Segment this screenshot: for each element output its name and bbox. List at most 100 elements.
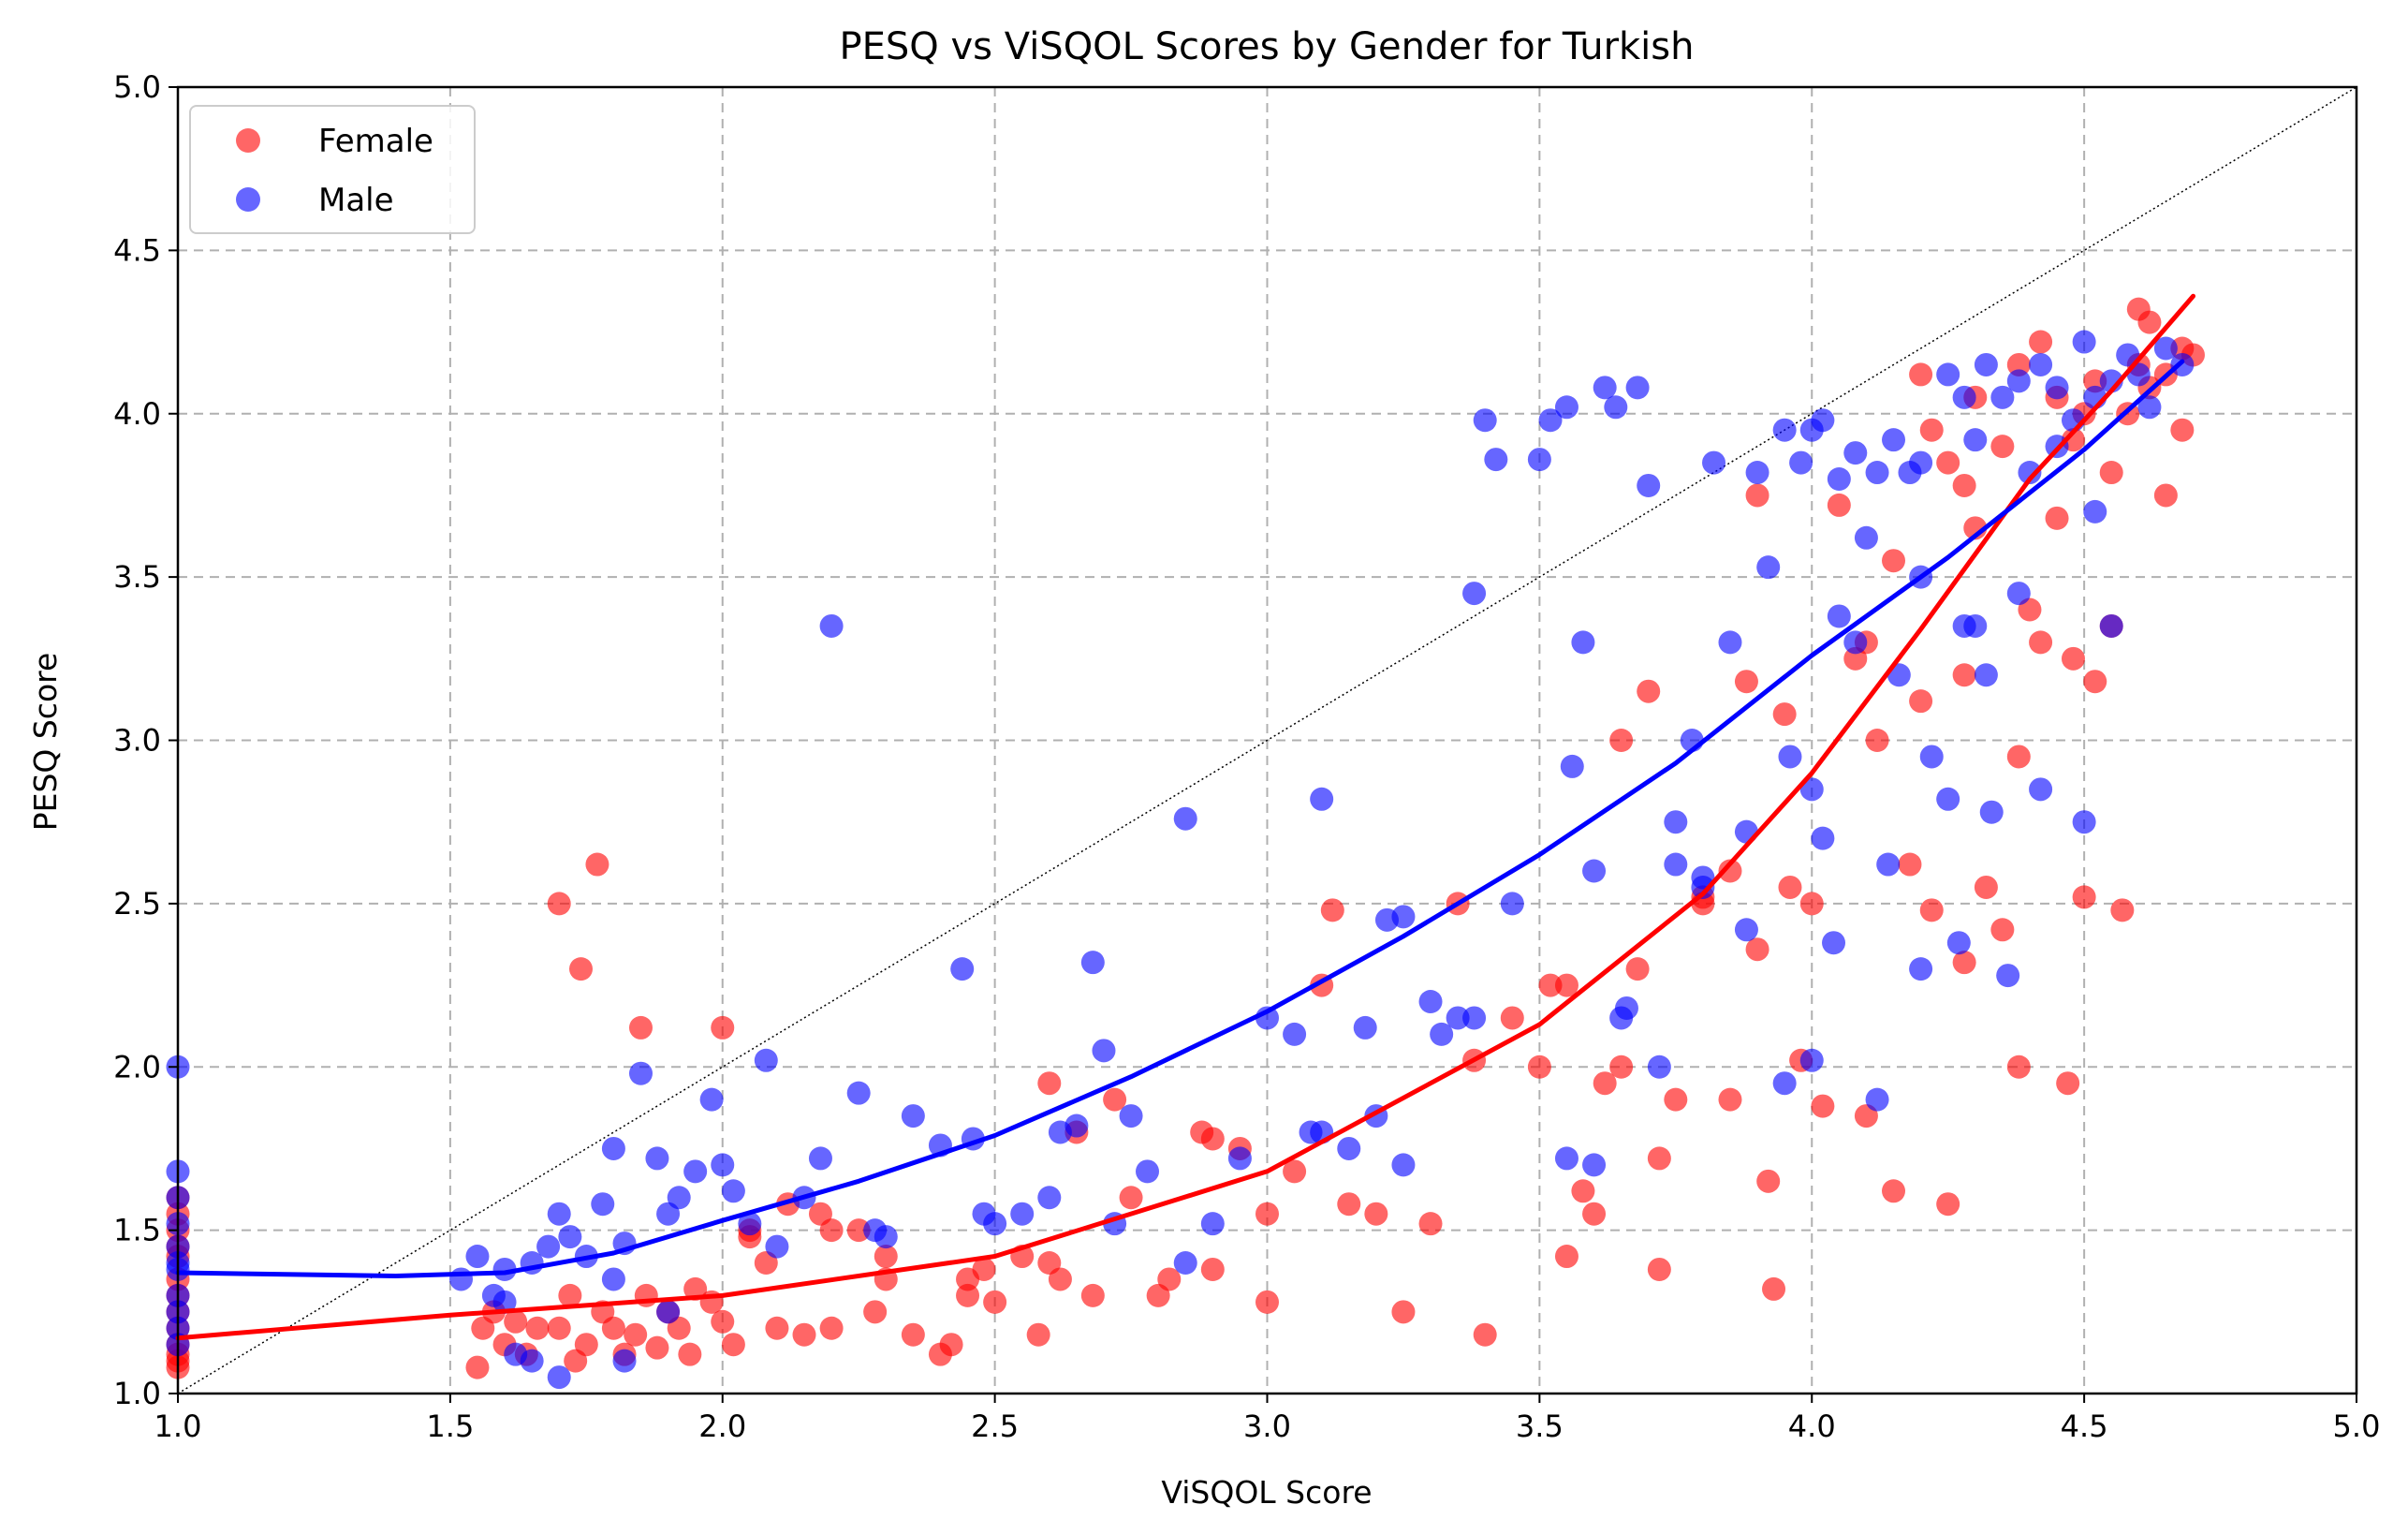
male-point [1974, 352, 1998, 376]
male-point [2006, 582, 2031, 606]
female-point [1647, 1257, 1671, 1281]
female-point [1418, 1212, 1443, 1236]
male-point [1527, 448, 1551, 472]
male-point [1799, 1048, 1824, 1072]
x-tick-label: 2.0 [698, 1409, 746, 1444]
male-point [2018, 461, 2042, 485]
female-point [765, 1316, 789, 1340]
female-point [1582, 1202, 1607, 1226]
male-point [1283, 1022, 1307, 1046]
y-tick-label: 1.0 [113, 1376, 161, 1411]
female-point [1990, 918, 2015, 942]
female-point [711, 1015, 735, 1040]
axis-ticks: 1.0 1.5 2.0 2.5 3.0 3.5 4.0 4.5 5.0 1.0 1.5 2.0 2.5 3… [113, 69, 2380, 1444]
female-point [1898, 852, 1922, 877]
female-point [2045, 506, 2069, 530]
x-tick-label: 5.0 [2333, 1409, 2381, 1444]
male-point [536, 1234, 561, 1259]
legend-label-male: Male [318, 182, 394, 219]
male-point [808, 1146, 832, 1171]
male-point [520, 1349, 544, 1373]
male-point [1484, 448, 1508, 472]
male-point [765, 1234, 789, 1259]
male-point [558, 1225, 582, 1249]
male-point [1811, 826, 1835, 850]
female-point [1337, 1192, 1361, 1217]
male-point [1446, 1006, 1470, 1030]
male-point [1462, 1006, 1487, 1030]
female-point [863, 1300, 888, 1324]
male-point [1919, 745, 1944, 769]
male-point [1010, 1202, 1035, 1226]
male-point [1909, 450, 1933, 475]
female-point [1283, 1159, 1307, 1184]
female-point [1048, 1267, 1072, 1291]
female-point [2083, 369, 2107, 393]
male-point [465, 1245, 490, 1269]
male-point [1119, 1104, 1143, 1128]
female-point [1772, 702, 1797, 727]
male-point [547, 1365, 571, 1390]
male-point [1664, 852, 1688, 877]
female-point [1919, 418, 1944, 442]
male-point [721, 1179, 745, 1203]
x-tick-label: 2.5 [971, 1409, 1019, 1444]
male-point [591, 1192, 615, 1217]
male-point [1789, 450, 1813, 475]
male-point [846, 1081, 871, 1105]
male-point [1500, 892, 1524, 916]
reference-diagonal-line [177, 86, 2357, 1394]
female-point [568, 957, 593, 981]
male-point [1593, 376, 1617, 400]
female-point [1538, 973, 1563, 997]
male-point [1609, 1006, 1634, 1030]
male-point [1604, 395, 1628, 420]
x-tick-label: 1.0 [154, 1409, 202, 1444]
male-point [1691, 875, 1715, 899]
y-tick-label: 5.0 [113, 69, 161, 105]
male-point [1799, 418, 1824, 442]
male-point [628, 1061, 653, 1085]
female-point [2029, 630, 2053, 655]
female-point [504, 1309, 528, 1334]
male-point [1625, 376, 1650, 400]
male-point [1745, 461, 1769, 485]
female-point [1952, 951, 1976, 975]
x-axis-label: ViSQOL Score [1161, 1474, 1372, 1511]
x-tick-label: 4.5 [2061, 1409, 2108, 1444]
female-point [1593, 1071, 1617, 1096]
male-point [2006, 369, 2031, 393]
legend: Female Male [189, 105, 476, 234]
male-point [1702, 450, 1726, 475]
female-point [1745, 937, 1769, 962]
female-point [1391, 1300, 1416, 1324]
female-point [547, 892, 571, 916]
y-tick-label: 4.5 [113, 232, 161, 268]
male-point [1827, 604, 1851, 628]
female-point [1952, 663, 1976, 687]
legend-box [189, 105, 476, 234]
female-point [2153, 483, 2178, 508]
female-point [585, 852, 609, 877]
y-tick-label: 3.0 [113, 723, 161, 759]
female-point [1756, 1169, 1781, 1193]
female-point [1745, 483, 1769, 508]
male-point [1136, 1159, 1160, 1184]
male-point [2153, 336, 2178, 361]
female-point [1799, 892, 1824, 916]
female-point [1909, 689, 1933, 714]
female-point [1974, 875, 1998, 899]
female-point [678, 1342, 702, 1366]
female-point [1119, 1186, 1143, 1210]
female-point [956, 1283, 980, 1307]
male-point [1882, 428, 1906, 452]
male-point [754, 1048, 778, 1072]
legend-label-female: Female [318, 123, 433, 160]
male-point [1065, 1114, 1089, 1138]
male-point [699, 1087, 724, 1112]
female-point [1255, 1202, 1279, 1226]
male-point [1554, 395, 1578, 420]
male-point [2045, 376, 2069, 400]
male-point [1337, 1136, 1361, 1160]
